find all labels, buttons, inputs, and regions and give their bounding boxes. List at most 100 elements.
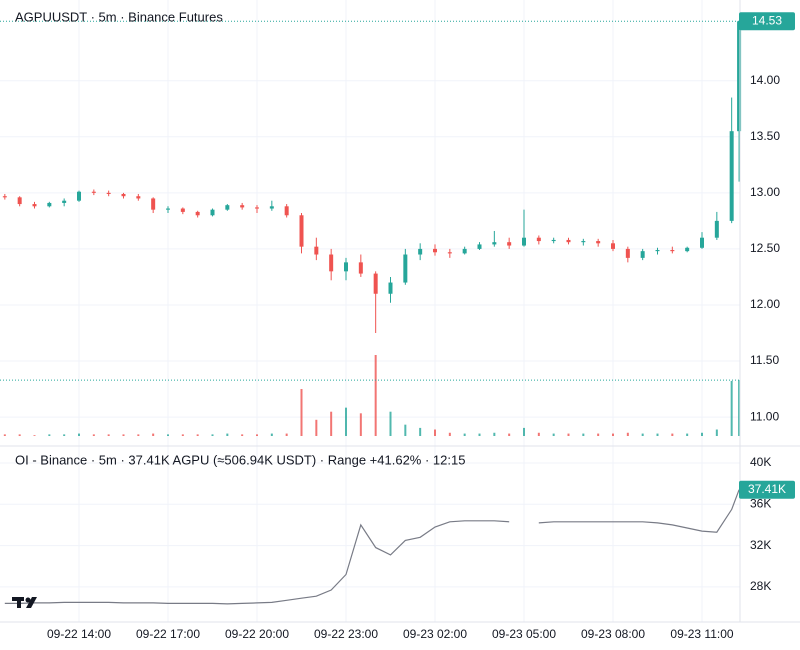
volume-bar	[345, 407, 347, 436]
candle-body	[670, 250, 675, 252]
candle-body	[166, 208, 170, 210]
candle-body	[566, 239, 571, 243]
candle-body	[373, 273, 378, 294]
candle-body	[151, 198, 156, 210]
symbol-legend: AGPUUSDT · 5m · Binance Futures	[15, 9, 223, 24]
volume-bar	[33, 435, 36, 436]
volume-bar	[300, 389, 303, 436]
volume-bar	[493, 432, 496, 436]
candle-body	[522, 237, 526, 246]
candle-body	[581, 241, 586, 243]
y-tick-label: 32K	[750, 538, 771, 552]
x-tick-label: 09-22 14:00	[47, 627, 111, 641]
labels: 09-22 14:00 09-22 17:00 09-22 20:00 09-22 2…	[47, 12, 795, 641]
candle-body	[284, 206, 289, 216]
candle-body	[737, 21, 742, 132]
candle-body	[700, 237, 704, 248]
y-tick-label: 11.50	[750, 353, 779, 367]
oi-line	[4, 489, 740, 605]
candle-body	[492, 242, 497, 245]
candle-body	[447, 252, 452, 254]
candle-body	[329, 254, 334, 272]
tradingview-logo	[12, 597, 37, 608]
volume-bar	[137, 434, 140, 436]
volume-bar	[463, 433, 466, 436]
candle-body	[358, 262, 363, 274]
volume-bar	[181, 434, 184, 436]
volume-bar	[78, 433, 80, 436]
candle-body	[611, 243, 615, 249]
volume-bar	[701, 432, 703, 436]
volume-bar	[612, 433, 614, 436]
volume-bar	[478, 433, 481, 436]
candle-body	[462, 248, 467, 254]
volume-bar	[567, 433, 570, 436]
x-tick-label: 09-23 08:00	[581, 627, 645, 641]
x-tick-label: 09-23 02:00	[403, 627, 467, 641]
volume-bar	[330, 411, 333, 436]
y-tick-label: 12.50	[750, 241, 780, 255]
candle-body	[269, 206, 274, 209]
marks	[0, 20, 742, 605]
candle-body	[2, 196, 7, 198]
volume-bar	[686, 433, 689, 436]
candle-body	[536, 237, 541, 242]
volume-bar	[18, 434, 21, 436]
candle-body	[403, 254, 408, 283]
volume-bar	[196, 434, 199, 436]
x-tick-label: 09-23 05:00	[492, 627, 556, 641]
candle-body	[596, 241, 601, 244]
candle-body	[314, 246, 319, 255]
volume-bar	[92, 434, 95, 436]
candle-body	[255, 207, 259, 209]
candle-body	[32, 204, 37, 207]
candle-body	[210, 209, 215, 216]
volume-bar	[404, 424, 407, 436]
candle-body	[625, 248, 630, 258]
volume-bar	[226, 433, 229, 436]
volume-bar	[434, 429, 436, 436]
volume-bar	[270, 433, 273, 436]
y-tick-label: 40K	[750, 455, 771, 469]
volume-bar	[3, 434, 6, 436]
volume-bar	[671, 433, 674, 436]
candle-body	[195, 211, 200, 216]
candle-body	[551, 239, 556, 242]
candle-body	[91, 191, 96, 193]
y-tick-label: 28K	[750, 579, 771, 593]
candle-body	[388, 282, 393, 294]
volume-bar	[552, 433, 555, 436]
candle-body	[507, 242, 512, 246]
last-oi-badge	[739, 480, 795, 499]
candle-body	[299, 215, 304, 247]
y-tick-label: 13.50	[750, 129, 780, 143]
candle-body	[136, 196, 141, 199]
y-tick-label: 12.00	[750, 297, 780, 311]
volume-bar	[389, 411, 392, 436]
y-tick-label: 13.00	[750, 185, 780, 199]
volume-bar	[48, 434, 51, 436]
volume-bar	[241, 434, 244, 436]
candle-body	[121, 193, 126, 197]
candle-body	[714, 220, 719, 238]
last-price-badge	[739, 12, 795, 31]
volume-bar	[626, 432, 629, 436]
volume-bar	[167, 434, 169, 436]
volume-bar	[285, 433, 288, 436]
volume-bar	[107, 434, 110, 436]
y-tick-label: 36K	[750, 496, 771, 510]
y-tick-label: 11.00	[750, 409, 779, 423]
x-tick-label: 09-22 23:00	[314, 627, 378, 641]
volume-bar	[152, 433, 155, 436]
volume-bar	[656, 433, 659, 436]
volume-bar	[256, 434, 258, 436]
x-tick-label: 09-23 11:00	[670, 627, 733, 641]
grid	[0, 0, 740, 622]
volume-bar	[359, 413, 362, 436]
candle-body	[47, 202, 52, 207]
volume-bar	[122, 434, 125, 436]
volume-bar	[641, 433, 644, 436]
volume-bar	[523, 427, 525, 436]
